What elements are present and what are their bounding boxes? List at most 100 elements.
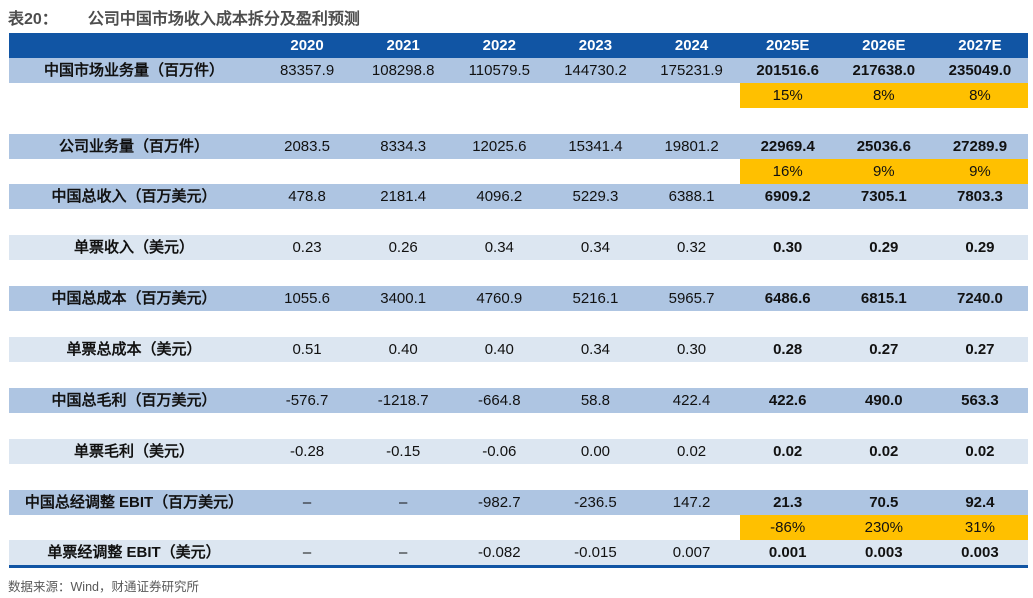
table-cell-forecast: 6486.6: [764, 290, 811, 307]
table-cell: 144730.2: [564, 62, 627, 79]
table-cell-forecast: 0.02: [965, 443, 995, 460]
table-cell: 147.2: [672, 494, 711, 511]
table-cell: 5965.7: [668, 290, 715, 307]
table-cell-forecast: 0.003: [865, 544, 903, 561]
growth-cell: 8%: [931, 83, 1028, 108]
table-cell: -0.082: [478, 544, 521, 561]
section-gap: [9, 413, 1028, 439]
table-cell: 1055.6: [284, 290, 330, 307]
table-cell-forecast: 6815.1: [860, 290, 907, 307]
data-source-note: 数据来源：Wind，财通证券研究所: [8, 580, 199, 594]
table-cell: -0.06: [482, 443, 517, 460]
table-cell: –: [399, 494, 408, 511]
growth-cell: 9%: [931, 159, 1028, 184]
table-cell-forecast: 0.27: [869, 341, 899, 358]
table-row-company-volume: 公司业务量（百万件） 2083.5 8334.3 12025.6 15341.4…: [9, 134, 1028, 159]
table-cell-forecast: 0.001: [768, 544, 807, 561]
table-cell-forecast: 235049.0: [948, 62, 1012, 79]
table-cell: -982.7: [478, 494, 521, 511]
header-year-forecast: 2025E: [766, 37, 810, 54]
table-cell-forecast: 25036.6: [856, 138, 911, 155]
table-cell-forecast: 422.6: [768, 392, 807, 409]
header-year-forecast: 2027E: [958, 37, 1002, 54]
table-cell: 0.26: [388, 239, 418, 256]
table-cell-forecast: 201516.6: [756, 62, 819, 79]
table-cell: 2181.4: [380, 188, 427, 205]
table-cell: 0.00: [580, 443, 611, 460]
table-cell: 0.34: [580, 341, 611, 358]
row-label: 中国总收入（百万美元）: [51, 188, 217, 205]
table-cell: 12025.6: [472, 138, 527, 155]
table-cell: 4096.2: [476, 188, 523, 205]
table-cell: -1218.7: [377, 392, 429, 409]
table-cell: 83357.9: [279, 62, 335, 79]
table-cell: 0.40: [388, 341, 418, 358]
row-label: 中国市场业务量（百万件）: [43, 62, 224, 79]
section-gap: [9, 108, 1028, 134]
row-label: 公司业务量（百万件）: [58, 138, 209, 155]
table-caption: 公司中国市场收入成本拆分及盈利预测: [87, 11, 360, 28]
table-cell-forecast: 0.27: [965, 341, 995, 358]
table-cell: 8334.3: [380, 138, 427, 155]
table-row-cost-per-parcel: 单票总成本（美元） 0.51 0.40 0.40 0.34 0.30 0.28 …: [9, 337, 1028, 362]
header-year: 2020: [290, 37, 324, 54]
growth-cell: 8%: [835, 83, 932, 108]
table-cell-forecast: 70.5: [869, 494, 899, 511]
growth-cell: -86%: [739, 515, 836, 540]
table-cell: 110579.5: [468, 62, 531, 79]
table-row-china-market-volume: 中国市场业务量（百万件） 83357.9 108298.8 110579.5 1…: [9, 58, 1028, 83]
table-bottom-rule: [9, 565, 1028, 568]
row-label-empty: [9, 515, 259, 540]
table-number: 表20：: [8, 11, 58, 28]
table-cell: –: [302, 494, 312, 511]
table-cell: 0.02: [676, 443, 707, 460]
table-cell: –: [302, 544, 312, 561]
table-cell-forecast: 0.02: [869, 443, 899, 460]
growth-row-adjusted-ebit: -86% 230% 31%: [9, 515, 1028, 540]
section-gap: [9, 311, 1028, 337]
table-cell: -0.15: [386, 443, 421, 460]
table-cell: 6388.1: [668, 188, 715, 205]
table-cell: -664.8: [478, 392, 521, 409]
header-year: 2024: [674, 37, 709, 54]
table-cell: 0.23: [292, 239, 322, 256]
table-row-china-total-cost: 中国总成本（百万美元） 1055.6 3400.1 4760.9 5216.1 …: [9, 286, 1028, 311]
table-cell-forecast: 22969.4: [760, 138, 815, 155]
table-cell-forecast: 7803.3: [956, 188, 1003, 205]
table-cell: 175231.9: [660, 62, 723, 79]
table-cell: 5229.3: [572, 188, 619, 205]
growth-cell: 16%: [739, 159, 836, 184]
table-cell: 478.8: [288, 188, 326, 205]
growth-cell: 9%: [835, 159, 932, 184]
row-label-empty: [9, 159, 259, 184]
table-cell: 0.32: [676, 239, 707, 256]
table-cell-forecast: 7240.0: [956, 290, 1003, 307]
table-cell: 422.4: [672, 392, 711, 409]
growth-cell: 230%: [835, 515, 932, 540]
row-label: 单票收入（美元）: [73, 239, 194, 256]
table-cell-forecast: 27289.9: [952, 138, 1008, 155]
header-empty-cell: [9, 33, 259, 58]
table-row-adjusted-ebit-per-parcel: 单票经调整 EBIT（美元） – – -0.082 -0.015 0.007 0…: [9, 540, 1028, 565]
table-cell: 5216.1: [572, 290, 619, 307]
row-label: 中国总成本（百万美元）: [51, 290, 217, 307]
table-row-gross-profit-per-parcel: 单票毛利（美元） -0.28 -0.15 -0.06 0.00 0.02 0.0…: [9, 439, 1028, 464]
table-cell-forecast: 7305.1: [860, 188, 907, 205]
table-cell-forecast: 0.003: [961, 544, 999, 561]
row-label-empty: [9, 83, 259, 108]
table-row-revenue-per-parcel: 单票收入（美元） 0.23 0.26 0.34 0.34 0.32 0.30 0…: [9, 235, 1028, 260]
table-cell: 108298.8: [371, 62, 435, 79]
table-cell: 0.40: [484, 341, 514, 358]
table-cell: -0.015: [574, 544, 617, 561]
growth-row-company-volume: 16% 9% 9%: [9, 159, 1028, 184]
data-table: 2020 2021 2022 2023 2024 2025E 2026E 202…: [9, 33, 1028, 565]
table-cell-forecast: 0.28: [773, 341, 803, 358]
section-gap: [9, 209, 1028, 235]
section-gap: [9, 260, 1028, 286]
table-cell: -0.28: [289, 443, 325, 460]
growth-cell: 31%: [931, 515, 1028, 540]
table-cell: 3400.1: [380, 290, 427, 307]
table-cell-forecast: 21.3: [773, 494, 803, 511]
row-label: 单票总成本（美元）: [66, 341, 202, 358]
